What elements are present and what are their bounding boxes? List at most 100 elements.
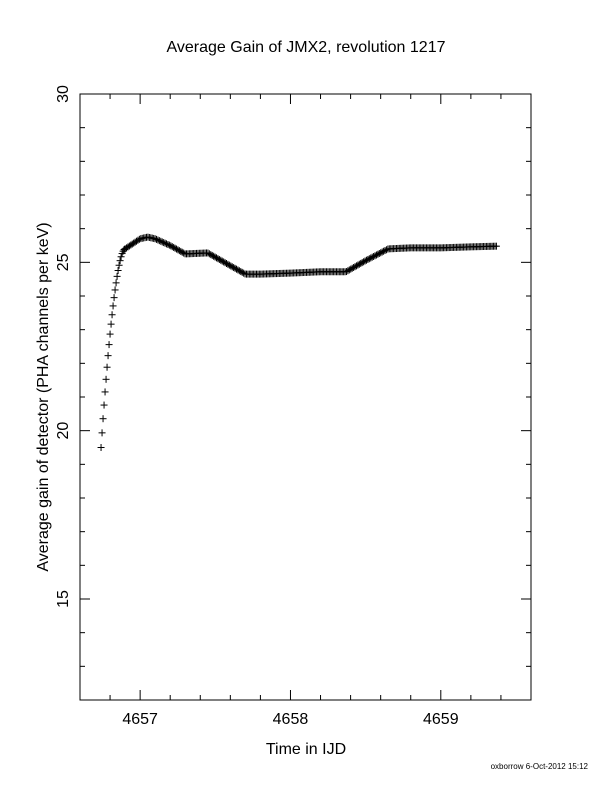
data-point bbox=[352, 262, 360, 270]
data-point bbox=[173, 245, 181, 253]
data-point bbox=[374, 250, 382, 258]
data-point bbox=[101, 388, 109, 396]
data-point bbox=[213, 254, 221, 262]
data-point bbox=[112, 279, 120, 287]
data-point bbox=[492, 242, 500, 250]
data-point bbox=[154, 236, 162, 244]
data-point bbox=[355, 260, 363, 268]
chart-title: Average Gain of JMX2, revolution 1217 bbox=[167, 39, 446, 56]
data-point bbox=[107, 320, 115, 328]
data-point bbox=[342, 268, 350, 276]
data-point bbox=[365, 255, 373, 263]
data-point bbox=[350, 263, 358, 271]
data-point bbox=[231, 264, 239, 272]
data-point bbox=[151, 235, 159, 243]
data-point bbox=[224, 260, 232, 268]
data-point bbox=[174, 246, 182, 254]
data-point bbox=[178, 248, 186, 256]
data-point bbox=[351, 263, 359, 271]
data-point bbox=[170, 243, 178, 251]
data-point bbox=[215, 255, 223, 263]
data-point bbox=[104, 352, 112, 360]
data-point bbox=[98, 429, 106, 437]
data-point bbox=[117, 253, 125, 261]
data-point bbox=[163, 240, 171, 248]
data-point bbox=[153, 235, 161, 243]
data-point bbox=[361, 257, 369, 265]
data-point bbox=[161, 239, 169, 247]
x-tick-label: 4659 bbox=[423, 711, 459, 728]
data-point bbox=[344, 267, 352, 275]
data-point bbox=[100, 401, 108, 409]
data-point bbox=[380, 247, 388, 255]
data-point bbox=[360, 258, 368, 266]
y-tick-label: 25 bbox=[55, 253, 72, 271]
data-point bbox=[381, 247, 389, 255]
data-point bbox=[204, 249, 212, 257]
data-point bbox=[370, 252, 378, 260]
data-point bbox=[234, 266, 242, 274]
data-point bbox=[211, 253, 219, 261]
data-point bbox=[164, 240, 172, 248]
x-tick-label: 4657 bbox=[122, 711, 158, 728]
data-point bbox=[113, 272, 121, 280]
data-point bbox=[155, 237, 163, 245]
data-point bbox=[377, 249, 385, 257]
data-point bbox=[225, 261, 233, 269]
data-point bbox=[367, 254, 375, 262]
data-point bbox=[105, 341, 113, 349]
data-point bbox=[217, 256, 225, 264]
data-point bbox=[116, 257, 124, 265]
data-point bbox=[214, 255, 222, 263]
data-point bbox=[205, 250, 213, 258]
timestamp-footer: oxborrow 6-Oct-2012 15:12 bbox=[490, 762, 588, 771]
data-point bbox=[210, 252, 218, 260]
data-point bbox=[218, 257, 226, 265]
data-point bbox=[227, 262, 235, 270]
data-point bbox=[160, 239, 168, 247]
data-point bbox=[102, 375, 110, 383]
data-point bbox=[103, 363, 111, 371]
data-point bbox=[240, 269, 248, 277]
data-point bbox=[375, 250, 383, 258]
data-point bbox=[221, 259, 229, 267]
data-point bbox=[106, 330, 114, 338]
x-axis-label: Time in IJD bbox=[266, 741, 346, 758]
data-point bbox=[114, 266, 122, 274]
plot-frame bbox=[79, 93, 532, 701]
y-tick-label: 15 bbox=[55, 590, 72, 608]
data-point bbox=[180, 249, 188, 257]
x-axis: 4657 4658 4659 bbox=[79, 94, 532, 728]
data-points bbox=[97, 233, 500, 451]
data-point bbox=[222, 260, 230, 268]
data-point bbox=[364, 255, 372, 263]
data-point bbox=[368, 253, 376, 261]
data-point bbox=[232, 265, 240, 273]
data-point bbox=[362, 256, 370, 264]
data-point bbox=[345, 266, 353, 274]
data-point bbox=[207, 251, 215, 259]
data-point bbox=[165, 241, 173, 249]
data-point bbox=[175, 247, 183, 255]
data-point bbox=[99, 415, 107, 423]
data-point bbox=[235, 267, 243, 275]
y-axis: 15 20 25 30 bbox=[55, 85, 531, 701]
data-point bbox=[372, 251, 380, 259]
data-point bbox=[382, 246, 390, 254]
data-point bbox=[109, 302, 117, 310]
data-point bbox=[230, 264, 238, 272]
data-point bbox=[228, 263, 236, 271]
data-point bbox=[371, 252, 379, 260]
y-tick-label: 30 bbox=[55, 85, 72, 103]
data-point bbox=[347, 265, 355, 273]
data-point bbox=[111, 286, 119, 294]
data-point bbox=[167, 242, 175, 250]
data-point bbox=[378, 248, 386, 256]
data-point bbox=[358, 259, 366, 267]
data-point bbox=[238, 268, 246, 276]
data-point bbox=[348, 264, 356, 272]
y-tick-label: 20 bbox=[55, 422, 72, 440]
data-point bbox=[134, 236, 142, 244]
data-point bbox=[171, 244, 179, 252]
